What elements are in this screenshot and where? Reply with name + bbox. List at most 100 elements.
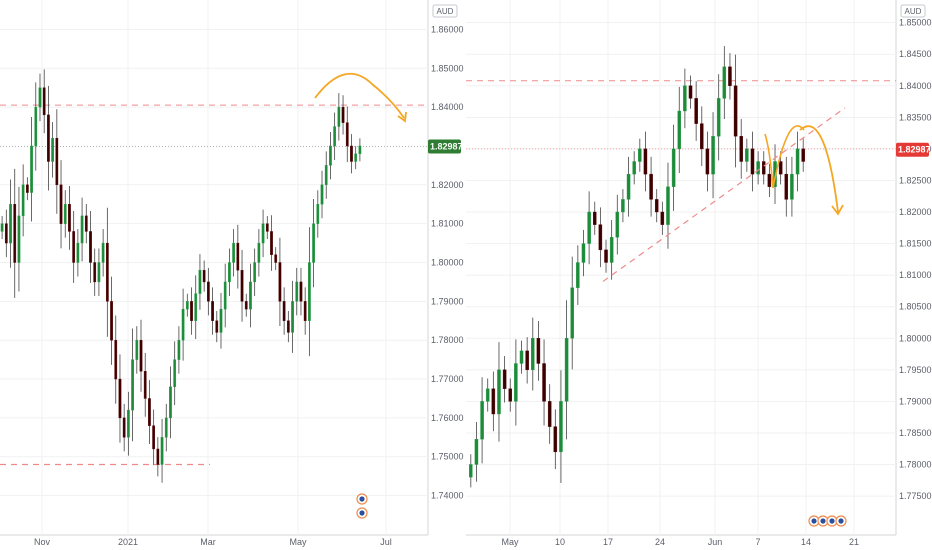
projection-arrow <box>314 73 405 119</box>
candle-body <box>169 386 172 419</box>
candle-body <box>34 106 38 147</box>
candle-body <box>59 184 63 224</box>
x-tick-label: Mar <box>200 537 216 547</box>
candle-body <box>354 153 358 162</box>
trend-line <box>602 107 846 282</box>
candle-body <box>711 136 715 175</box>
candle-body <box>274 254 278 263</box>
y-tick-label: 1.85000 <box>431 63 464 73</box>
candle-body <box>13 204 17 263</box>
candle-body <box>598 224 603 251</box>
candle-body <box>131 359 134 411</box>
x-tick-label: Jul <box>380 537 392 547</box>
candle-body <box>762 161 766 175</box>
candle-body <box>47 114 50 162</box>
projection-arrow <box>799 125 839 213</box>
candle-body <box>89 231 92 263</box>
candle-body <box>547 401 552 427</box>
event-flag-dot <box>838 518 844 524</box>
candle-body <box>350 145 353 162</box>
candle-body <box>232 242 235 263</box>
candle-body <box>17 215 21 263</box>
candle-body <box>609 237 614 263</box>
candle-body <box>649 173 653 200</box>
last-price-tag <box>428 139 461 154</box>
x-tick-label: 7 <box>755 537 760 547</box>
candle-body <box>118 378 122 419</box>
last-price-label: 1.82987 <box>430 141 463 151</box>
currency-unit-label: AUD <box>437 7 454 16</box>
candle-body <box>615 211 620 238</box>
candle-body <box>643 148 648 175</box>
candle-body <box>756 161 760 175</box>
candle-body <box>345 122 349 147</box>
candle-body <box>553 426 558 453</box>
y-tick-label: 1.81000 <box>899 270 932 280</box>
candle-body <box>621 199 625 213</box>
y-tick-label: 1.79500 <box>899 365 932 375</box>
candle-body <box>480 401 484 440</box>
candle-body <box>722 66 727 99</box>
y-tick-label: 1.77000 <box>431 374 464 384</box>
candle-body <box>688 85 693 99</box>
candle-body <box>700 123 704 150</box>
candle-body <box>542 363 546 402</box>
candle-body <box>21 184 25 217</box>
x-tick-label: Jun <box>708 537 723 547</box>
candle-body <box>207 281 210 302</box>
x-tick-label: May <box>501 537 519 547</box>
candle-body <box>42 87 46 116</box>
candle-body <box>581 243 586 263</box>
candle-body <box>333 126 336 147</box>
candle-body <box>795 148 800 175</box>
candle-body <box>249 281 252 310</box>
y-tick-label: 1.81500 <box>899 239 932 249</box>
candle-body <box>728 66 732 86</box>
candle-body <box>122 417 126 438</box>
x-tick-label: 17 <box>603 537 613 547</box>
y-tick-label: 1.81000 <box>431 219 464 229</box>
candle-body <box>358 145 362 154</box>
arrow-head <box>397 111 407 123</box>
candle-body <box>593 211 597 225</box>
x-tick-label: 14 <box>801 537 811 547</box>
last-price-label: 1.82987 <box>898 145 931 155</box>
event-flag-dot <box>820 518 826 524</box>
candle-body <box>110 301 113 341</box>
candle-body <box>164 417 168 438</box>
candle-body <box>265 223 269 232</box>
y-tick-label: 1.75000 <box>431 452 464 462</box>
candle-body <box>576 262 580 288</box>
candle-body <box>469 464 473 478</box>
candle-body <box>139 339 143 372</box>
currency-unit-box <box>900 4 926 18</box>
x-tick-label: 21 <box>849 537 859 547</box>
candle-body <box>694 98 698 124</box>
candle-body <box>219 308 223 333</box>
candle-body <box>491 388 496 415</box>
candle-body <box>156 448 160 465</box>
candle-body <box>63 204 67 224</box>
candle-body <box>4 223 8 244</box>
candle-body <box>778 161 783 175</box>
pattern-stroke <box>764 133 774 189</box>
candle-body <box>211 301 214 321</box>
candle-body <box>93 262 97 283</box>
candle-body <box>705 148 710 175</box>
candle-body <box>240 270 244 302</box>
candle-body <box>236 242 240 271</box>
y-tick-label: 1.78000 <box>899 460 932 470</box>
y-tick-label: 1.76000 <box>431 413 464 423</box>
candle-body <box>303 301 307 321</box>
candle-body <box>228 262 231 283</box>
candle-body <box>26 184 29 193</box>
candle-body <box>329 145 332 166</box>
y-tick-label: 1.84000 <box>431 102 464 112</box>
candle-body <box>261 223 265 244</box>
candle-body <box>244 301 248 310</box>
y-tick-label: 1.84500 <box>899 49 932 59</box>
candle-body <box>626 173 631 200</box>
candle-body <box>257 242 261 263</box>
candle-body <box>177 339 181 360</box>
